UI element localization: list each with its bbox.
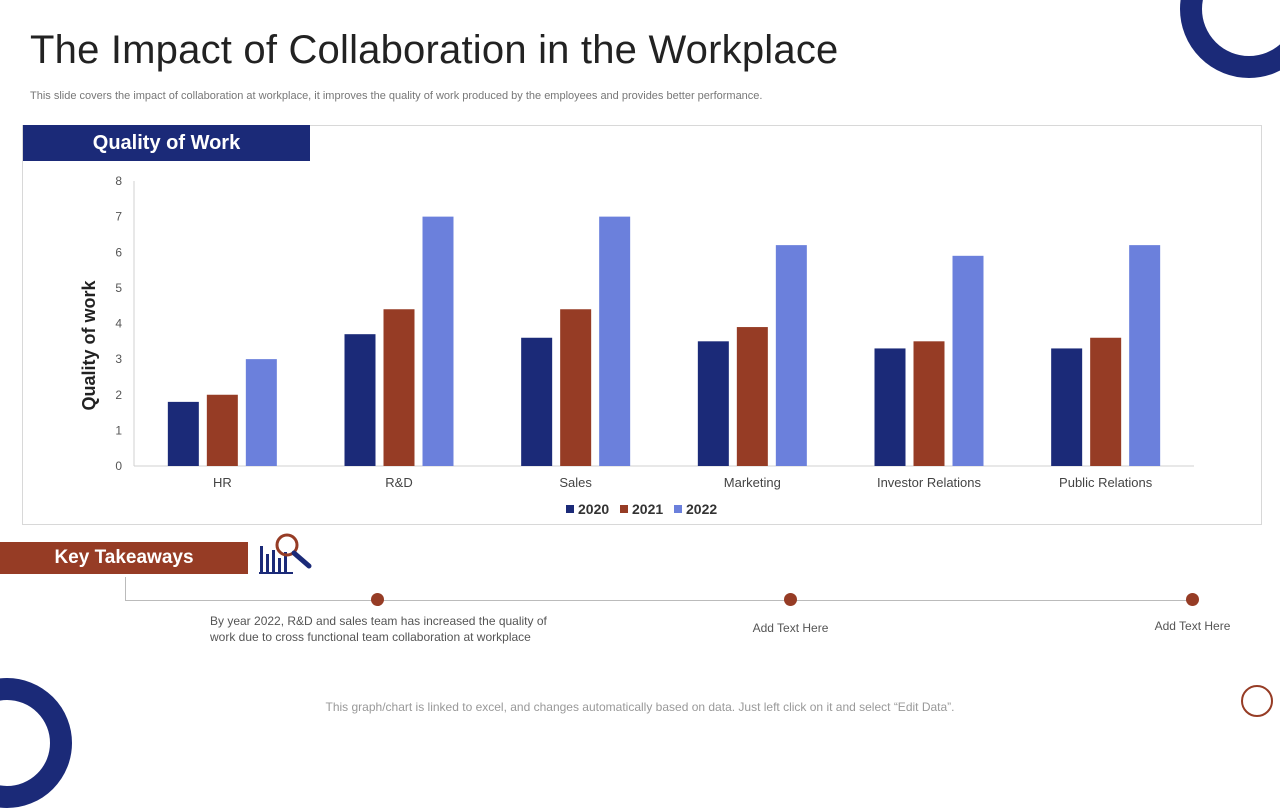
bar-2021-investor-relations[interactable] — [913, 341, 945, 466]
legend-label-2020: 2020 — [578, 501, 609, 517]
slide-subtitle: This slide covers the impact of collabor… — [30, 90, 763, 102]
y-tick-label: 8 — [115, 174, 122, 188]
decorative-circle-bottom-right — [1241, 685, 1273, 717]
bar-2020-hr[interactable] — [167, 401, 199, 466]
legend-swatch-2020 — [566, 505, 574, 513]
timeline-dot-3 — [1186, 593, 1199, 606]
y-tick-label: 7 — [115, 210, 122, 224]
x-category-label: Marketing — [724, 475, 781, 490]
bar-2021-sales[interactable] — [560, 309, 592, 466]
bar-2021-marketing[interactable] — [736, 327, 768, 466]
x-category-label: R&D — [385, 475, 412, 490]
legend-label-2021: 2021 — [632, 501, 663, 517]
legend-swatch-2022 — [674, 505, 682, 513]
bar-2020-sales[interactable] — [521, 337, 553, 466]
y-tick-label: 3 — [115, 352, 122, 366]
bar-2020-public-relations[interactable] — [1051, 348, 1083, 466]
takeaway-text-2[interactable]: Add Text Here — [752, 621, 829, 635]
bar-2022-sales[interactable] — [599, 216, 631, 466]
bar-2020-r-d[interactable] — [344, 334, 376, 466]
x-category-label: Sales — [559, 475, 592, 490]
slide-title: The Impact of Collaboration in the Workp… — [30, 28, 839, 72]
chart-header: Quality of Work — [23, 125, 310, 161]
y-tick-label: 1 — [115, 423, 122, 437]
timeline-dot-1 — [371, 593, 384, 606]
y-tick-label: 2 — [115, 388, 122, 402]
bar-2021-hr[interactable] — [206, 394, 238, 466]
bar-2020-investor-relations[interactable] — [874, 348, 906, 466]
bar-2022-public-relations[interactable] — [1129, 245, 1161, 466]
x-category-label: Public Relations — [1059, 475, 1153, 490]
chart-container[interactable] — [22, 125, 1262, 525]
bar-2020-marketing[interactable] — [697, 341, 729, 466]
x-category-label: Investor Relations — [877, 475, 982, 490]
timeline-start-tick — [125, 577, 126, 601]
y-axis-title: Quality of work — [79, 280, 99, 411]
y-tick-label: 0 — [115, 459, 122, 473]
y-tick-label: 6 — [115, 245, 122, 259]
chart-magnifier-icon — [259, 533, 312, 574]
bar-2022-hr[interactable] — [245, 359, 277, 466]
legend-swatch-2021 — [620, 505, 628, 513]
bar-2022-investor-relations[interactable] — [952, 255, 984, 466]
x-category-label: HR — [213, 475, 232, 490]
y-tick-label: 4 — [115, 317, 122, 331]
footer-note: This graph/chart is linked to excel, and… — [325, 700, 955, 714]
bar-2021-public-relations[interactable] — [1090, 337, 1122, 466]
y-tick-label: 5 — [115, 281, 122, 295]
key-takeaways-header: Key Takeaways — [0, 542, 248, 574]
timeline-line — [125, 600, 1195, 601]
takeaway-text-3[interactable]: Add Text Here — [1154, 619, 1231, 633]
bar-2022-marketing[interactable] — [775, 245, 807, 466]
bar-chart[interactable]: 0 1 2 3 4 5 6 7 8 Quality of work HR R&D Sales Market… — [0, 0, 1280, 720]
bar-2022-r-d[interactable] — [422, 216, 454, 466]
takeaway-text-1[interactable]: By year 2022, R&D and sales team has inc… — [210, 614, 547, 644]
legend-label-2022: 2022 — [686, 501, 717, 517]
bar-2021-r-d[interactable] — [383, 309, 415, 466]
timeline-dot-2 — [784, 593, 797, 606]
